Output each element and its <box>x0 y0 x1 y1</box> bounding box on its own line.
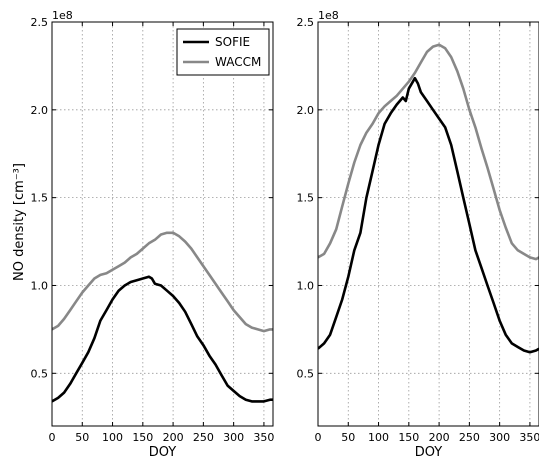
x-tick-label: 150 <box>132 431 153 444</box>
plot-frame <box>51 21 274 427</box>
x-tick-label: 0 <box>49 431 56 444</box>
x-tick-label: 250 <box>193 431 214 444</box>
y-tick-label: 1.0 <box>31 279 49 292</box>
x-tick-label: 150 <box>398 431 419 444</box>
x-tick-label: 200 <box>429 431 450 444</box>
x-tick-label: 250 <box>459 431 480 444</box>
x-tick-label: 350 <box>253 431 274 444</box>
x-axis-label: DOY <box>415 445 443 458</box>
series-line-waccm <box>52 231 273 333</box>
x-tick-label: 100 <box>368 431 389 444</box>
series-line-waccm <box>318 43 539 261</box>
plot-frame <box>317 21 539 427</box>
y-tick-label: 2.5 <box>297 16 315 29</box>
series-line-sofie <box>52 275 273 403</box>
y-offset-label: 1e8 <box>52 9 73 22</box>
y-tick-label: 2.0 <box>31 104 49 117</box>
x-tick-label: 200 <box>163 431 184 444</box>
series-line-sofie <box>318 76 539 354</box>
legend-box <box>176 28 270 76</box>
x-tick-label: 300 <box>223 431 244 444</box>
x-tick-label: 350 <box>519 431 539 444</box>
legend: SOFIE WACCM <box>176 28 270 76</box>
y-tick-label: 1.5 <box>297 192 315 205</box>
x-tick-label: 50 <box>341 431 355 444</box>
x-axis-label: DOY <box>149 445 177 458</box>
y-tick-label: 2.5 <box>31 16 49 29</box>
legend-label-waccm: WACCM <box>215 55 261 69</box>
y-tick-label: 0.5 <box>31 367 49 380</box>
x-tick-label: 0 <box>315 431 322 444</box>
y-offset-label: 1e8 <box>318 9 339 22</box>
legend-label-sofie: SOFIE <box>215 35 250 49</box>
y-tick-label: 2.0 <box>297 104 315 117</box>
x-tick-label: 50 <box>75 431 89 444</box>
y-tick-label: 1.0 <box>297 279 315 292</box>
x-tick-label: 300 <box>489 431 510 444</box>
y-tick-label: 1.5 <box>31 192 49 205</box>
y-axis-label: NO density [cm⁻³] <box>12 163 27 281</box>
y-tick-label: 0.5 <box>297 367 315 380</box>
x-tick-label: 100 <box>102 431 123 444</box>
